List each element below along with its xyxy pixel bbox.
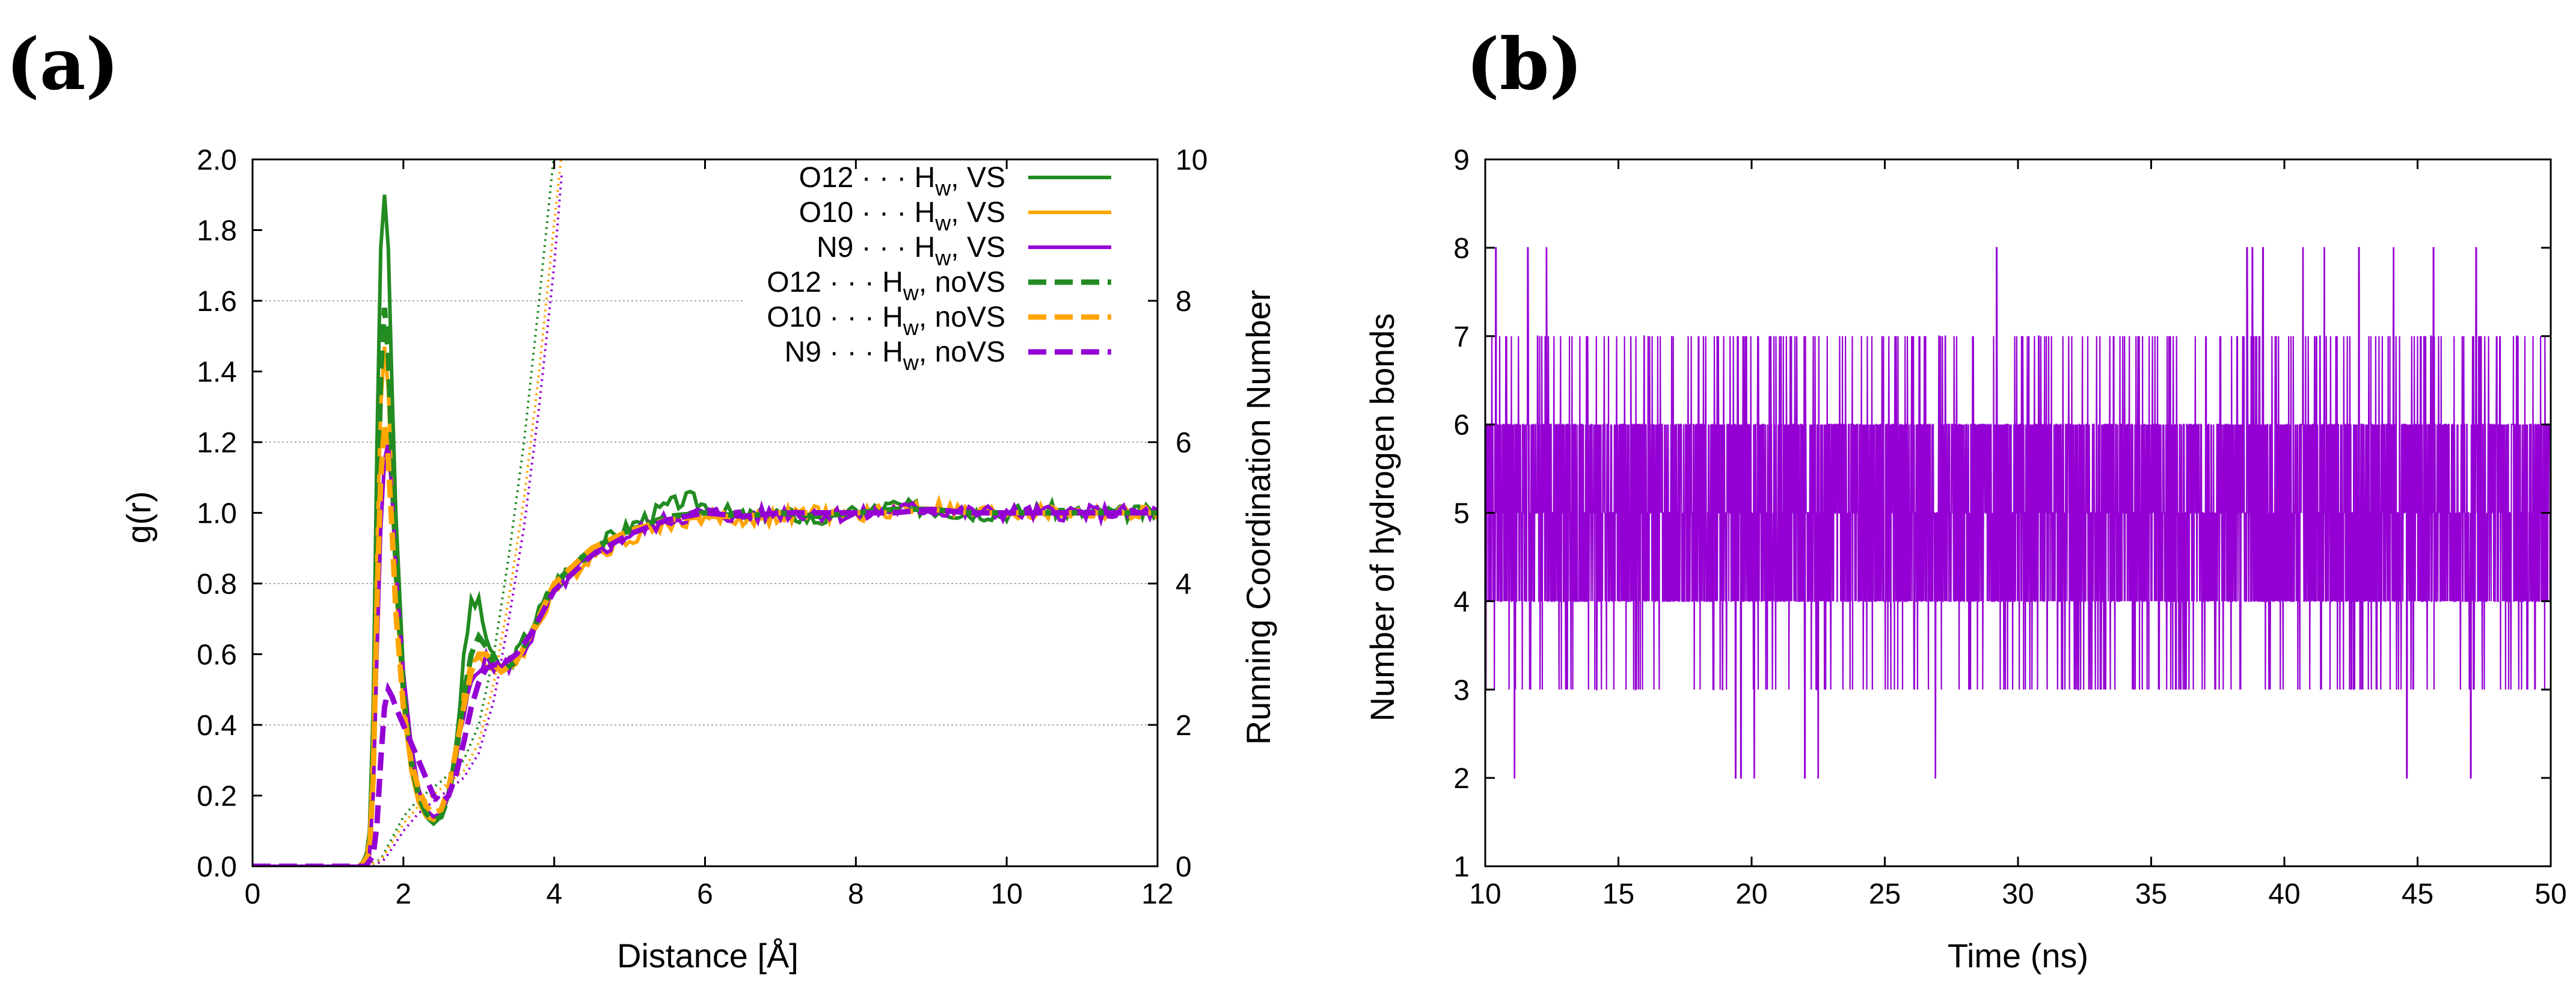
a-y2-tick-label: 8 (1176, 286, 1192, 318)
b-y-tick-label: 8 (1453, 233, 1470, 265)
a-y-tick-label: 1.8 (197, 215, 237, 247)
b-x-tick-label: 40 (2268, 878, 2300, 910)
a-y-tick-label: 1.2 (197, 427, 237, 459)
legend-label: N9 · · · Hw, noVS (785, 336, 1005, 375)
panel-label-b: (b) (1466, 22, 1583, 106)
rdf-chart: 0 2 4 6 8 10 12 0.0 0.2 0.4 0.6 0.8 1.0 1.2 1.4 1.6 1.8 2… (120, 144, 1277, 975)
a-x-tick-label: 2 (395, 878, 411, 910)
b-y-tick-label: 7 (1453, 321, 1470, 353)
legend-label: N9 · · · Hw, VS (817, 232, 1005, 270)
a-x-tick-label: 10 (990, 878, 1022, 910)
b-x-tick-label: 10 (1469, 878, 1501, 910)
a-y-tick-label: 0.4 (197, 710, 237, 742)
a-x-axis-title: Distance [Å] (617, 937, 799, 975)
a-y2-tick-label: 2 (1176, 710, 1192, 742)
b-y-tick-label: 2 (1453, 763, 1470, 795)
legend-label: O12 · · · Hw, VS (799, 162, 1005, 200)
b-y-tick-label: 5 (1453, 498, 1470, 530)
a-y-axis-title: g(r) (120, 491, 158, 543)
panel-label-a: (a) (6, 22, 119, 106)
a-grid (253, 300, 1158, 725)
coordination-line (253, 159, 562, 866)
a-y2-axis-title: Running Coordination Number (1239, 290, 1277, 745)
a-y-tick-label: 2.0 (197, 144, 237, 176)
b-y-tick-label: 9 (1453, 144, 1470, 176)
legend-label: O10 · · · Hw, VS (799, 197, 1005, 235)
a-y-tick-label: 0.0 (197, 851, 237, 883)
b-x-tick-label: 25 (1869, 878, 1901, 910)
a-x-tick-label: 12 (1141, 878, 1173, 910)
legend-label: O12 · · · Hw, noVS (767, 266, 1005, 305)
a-y2-tick-label: 10 (1176, 144, 1207, 176)
legend-item: N9 · · · Hw, noVS (785, 336, 1111, 375)
legend-label: O10 · · · Hw, noVS (767, 301, 1005, 340)
a-curves (253, 159, 1158, 866)
b-y-axis-title: Number of hydrogen bonds (1363, 313, 1401, 722)
a-y-tick-label: 1.0 (197, 498, 237, 530)
rdf-line (253, 507, 1158, 866)
coordination-line (253, 173, 563, 866)
b-y-tick-label: 6 (1453, 410, 1470, 442)
a-x-tick-label: 4 (546, 878, 562, 910)
a-x-tick-label: 0 (245, 878, 261, 910)
b-y-tick-label: 1 (1453, 851, 1470, 883)
a-y2-tick-label: 4 (1176, 568, 1192, 600)
a-y-tick-label: 0.2 (197, 781, 237, 813)
a-y2-tick-label: 6 (1176, 427, 1192, 459)
a-y-tick-label: 1.6 (197, 286, 237, 318)
a-x-tick-label: 6 (697, 878, 713, 910)
legend-item: O12 · · · Hw, VS (799, 162, 1111, 200)
a-ticks: 0 2 4 6 8 10 12 0.0 0.2 0.4 0.6 0.8 1.0 1.2 1.4 1.6 1.8 2… (197, 144, 1207, 910)
b-x-tick-label: 20 (1735, 878, 1767, 910)
a-y-tick-label: 0.8 (197, 568, 237, 600)
b-x-tick-label: 45 (2402, 878, 2433, 910)
legend-item: O10 · · · Hw, VS (799, 197, 1111, 235)
b-x-axis-title: Time (ns) (1948, 937, 2088, 975)
a-y-tick-label: 1.4 (197, 357, 237, 389)
b-y-tick-label: 3 (1453, 674, 1470, 706)
b-x-tick-label: 35 (2135, 878, 2167, 910)
b-x-tick-label: 15 (1602, 878, 1634, 910)
hbond-line (1484, 247, 2552, 779)
a-y2-tick-label: 0 (1176, 851, 1192, 883)
b-series (1484, 247, 2552, 779)
a-x-tick-label: 8 (848, 878, 864, 910)
legend-item: O12 · · · Hw, noVS (767, 266, 1111, 305)
b-y-tick-label: 4 (1453, 586, 1470, 618)
legend-item: N9 · · · Hw, VS (817, 232, 1111, 270)
legend-item: O10 · · · Hw, noVS (767, 301, 1111, 340)
b-x-tick-label: 50 (2535, 878, 2566, 910)
b-x-tick-label: 30 (2002, 878, 2034, 910)
a-y-tick-label: 0.6 (197, 639, 237, 671)
rdf-line (253, 307, 1158, 866)
